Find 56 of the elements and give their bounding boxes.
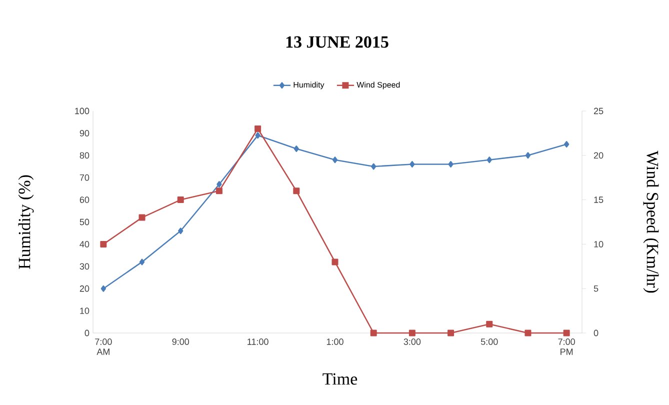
y-tick-label: 40	[80, 241, 90, 248]
x-tick-label: 1:00	[326, 338, 344, 345]
y-tick-label: 80	[80, 152, 90, 159]
y2-axis-title: Wind Speed (Km/hr)	[643, 150, 659, 293]
y-tick-label: 50	[80, 218, 90, 226]
legend-label: Humidity	[294, 82, 324, 90]
point	[410, 161, 415, 168]
x-tick-label: 3:00	[404, 338, 421, 345]
x-axis-title: Time	[322, 373, 358, 385]
point	[370, 330, 377, 336]
point	[332, 258, 338, 266]
point	[486, 156, 492, 164]
x-tick-label: 7:00 PM	[558, 338, 575, 355]
point	[332, 156, 338, 164]
y2-tick-label: 20	[594, 152, 604, 159]
y-tick-label: 10	[80, 308, 90, 314]
point	[255, 132, 260, 139]
y-tick-label: 100	[75, 108, 90, 114]
legend-label: Wind Speed	[356, 82, 400, 90]
point	[294, 145, 299, 152]
y-axis-title: Humidity (%)	[18, 175, 34, 269]
point	[408, 330, 416, 336]
y-tick-label: 60	[80, 196, 90, 203]
point	[139, 258, 145, 266]
x-tick-label: 11:00	[248, 338, 268, 345]
point	[486, 320, 493, 328]
point	[524, 330, 532, 336]
y-tick-label: 70	[80, 174, 90, 181]
y-tick-label: 90	[80, 130, 90, 136]
point	[216, 188, 222, 194]
point	[448, 161, 454, 168]
point	[254, 126, 262, 132]
x-tick-label: 5:00	[480, 338, 498, 345]
y2-tick-label: 25	[594, 108, 604, 114]
y2-tick-label: 15	[594, 196, 604, 203]
y-tick-label: 20	[80, 285, 90, 292]
point	[177, 196, 184, 204]
y2-tick-label: 0	[594, 330, 598, 336]
chart-title: 13 JUNE 2015	[286, 36, 388, 48]
y-tick-label: 30	[80, 263, 90, 270]
point	[100, 240, 107, 248]
y2-tick-label: 5	[594, 285, 598, 292]
y-tick-label: 0	[84, 330, 90, 336]
point	[138, 214, 146, 221]
point	[525, 152, 531, 159]
x-tick-label: 7:00 AM	[95, 338, 112, 355]
point	[563, 330, 570, 336]
point	[448, 330, 454, 336]
point	[293, 188, 300, 194]
point	[100, 285, 106, 292]
y2-tick-label: 10	[594, 241, 604, 248]
point	[370, 163, 376, 170]
x-tick-label: 9:00	[172, 338, 190, 345]
point	[564, 141, 570, 148]
point	[216, 181, 222, 188]
point	[178, 228, 184, 234]
